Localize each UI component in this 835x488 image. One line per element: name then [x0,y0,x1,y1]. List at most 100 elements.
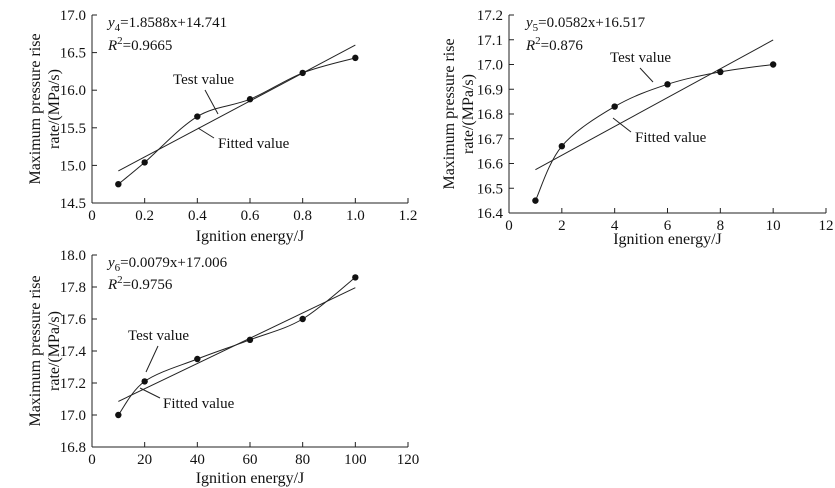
chart-2: 0 2 4 6 8 10 12 16.4 16.5 16.6 16.7 16.8 16.9 17.0 17.… [441,8,834,248]
y-tick-label: 16.5 [60,46,86,62]
fit-equation: y6=0.0079x+17.006 [106,255,228,274]
x-tick-label: 6 [664,218,672,234]
y-tick-label: 16.8 [60,440,86,456]
y-tick-label: 16.8 [477,107,503,123]
r2-text: =0.9665 [123,38,173,54]
data-point [352,54,359,62]
r2-superscript: 2 [117,274,123,286]
data-point [115,411,122,419]
test-value-leader [204,89,219,115]
y-tick-label: 17.6 [60,312,87,328]
x-tick-label: 2 [558,218,566,234]
y-tick-label: 16.7 [477,132,504,148]
data-point [717,68,724,76]
x-tick-label: 20 [137,452,152,468]
data-point [558,142,566,150]
chart-1: 0 0.2 0.4 0.6 0.8 1.0 1.2 14.5 15.0 15.5 16.0 16.5 1… [27,8,417,245]
x-tick-label: 10 [766,218,781,234]
x-tick-label: 40 [190,452,205,468]
equation-subscript: 4 [115,22,121,34]
equation-var: y [524,15,533,31]
r2-base: R [107,277,117,293]
data-point [194,113,201,120]
data-point [194,355,201,363]
r2-superscript: 2 [117,35,123,47]
y-axis-title: Maximum pressure rise rate/(MPa/s) [27,275,63,426]
y-axis-title-line-1: Maximum pressure rise [441,38,458,189]
y-tick-label: 15.5 [60,121,86,137]
x-axis-title: Ignition energy/J [196,470,305,487]
y-tick-label: 17.0 [60,8,86,24]
data-point [664,81,671,88]
x-tick-label: 0 [505,218,513,234]
y-tick-label: 14.5 [60,196,86,212]
y-tick-label: 17.8 [60,280,86,296]
data-point [115,181,122,188]
test-value-curve [534,64,774,201]
x-tick-label: 1.2 [399,208,418,224]
y-tick-label: 15.0 [60,158,86,174]
data-point [246,96,254,103]
x-tick-label: 0 [88,452,96,468]
chart-3: 0 20 40 60 80 100 120 16.8 17.0 17.2 17.4 17.6 17.8 1… [27,248,419,487]
test-value-leader [639,67,654,83]
data-point [532,197,539,204]
equation-text: =0.0582x+16.517 [538,15,645,31]
r2-text: =0.9756 [123,277,173,293]
y-axis-title-line-2: rate/(MPa/s) [46,311,63,391]
fitted-value-label: Fitted value [218,136,290,152]
test-value-label: Test value [173,72,234,88]
data-point [246,336,254,343]
x-tick-label: 4 [611,218,619,234]
r2-base: R [107,38,117,54]
x-tick-label: 100 [344,452,367,468]
y-tick-label: 16.6 [477,157,504,173]
x-tick-label: 80 [295,452,310,468]
r2-superscript: 2 [535,35,541,47]
equation-var: y [106,255,115,271]
fitted-value-label: Fitted value [635,130,707,146]
r2-base: R [525,38,535,54]
x-tick-label: 120 [397,452,420,468]
data-point [611,103,618,110]
test-value-curve [118,57,356,185]
data-point [299,315,306,323]
equation-text: =1.8588x+14.741 [120,15,227,31]
x-tick-label: 60 [243,452,258,468]
fitted-value-leader [612,117,632,133]
y-tick-label: 16.4 [477,206,504,222]
x-tick-label: 0.8 [293,208,312,224]
x-tick-label: 1.0 [346,208,365,224]
y-tick-label: 17.1 [477,33,503,49]
x-tick-label: 0.2 [135,208,154,224]
y-axis-title-line-2: rate/(MPa/s) [460,74,477,154]
data-point [141,378,148,385]
y-tick-label: 17.0 [60,408,86,424]
x-tick-label: 0.4 [188,208,207,224]
x-axis-title: Ignition energy/J [196,228,305,245]
data-point [141,159,148,166]
fitted-value-label: Fitted value [163,396,235,412]
x-tick-label: 12 [819,218,834,234]
y-tick-label: 17.4 [60,344,87,360]
fit-equation: y5=0.0582x+16.517 [524,15,646,34]
test-value-label: Test value [610,50,671,66]
r-squared: R2=0.876 [525,35,583,54]
fit-equation: y4=1.8588x+14.741 [106,15,227,34]
fitted-line [535,39,774,171]
equation-var: y [106,15,115,31]
data-point [769,61,777,68]
equation-subscript: 6 [115,262,121,274]
y-axis-title: Maximum pressure rise rate/(MPa/s) [441,38,477,189]
r-squared: R2=0.9756 [107,274,173,293]
test-value-leader [145,345,159,373]
data-point [299,69,306,77]
y-tick-label: 16.0 [60,83,86,99]
data-point [352,274,359,281]
y-tick-label: 17.2 [477,8,503,24]
y-axis-title-line-1: Maximum pressure rise [27,275,44,426]
y-axis-title-line-1: Maximum pressure rise [27,33,44,184]
y-tick-label: 17.2 [60,376,86,392]
y-axis-title-line-2: rate/(MPa/s) [46,69,63,149]
